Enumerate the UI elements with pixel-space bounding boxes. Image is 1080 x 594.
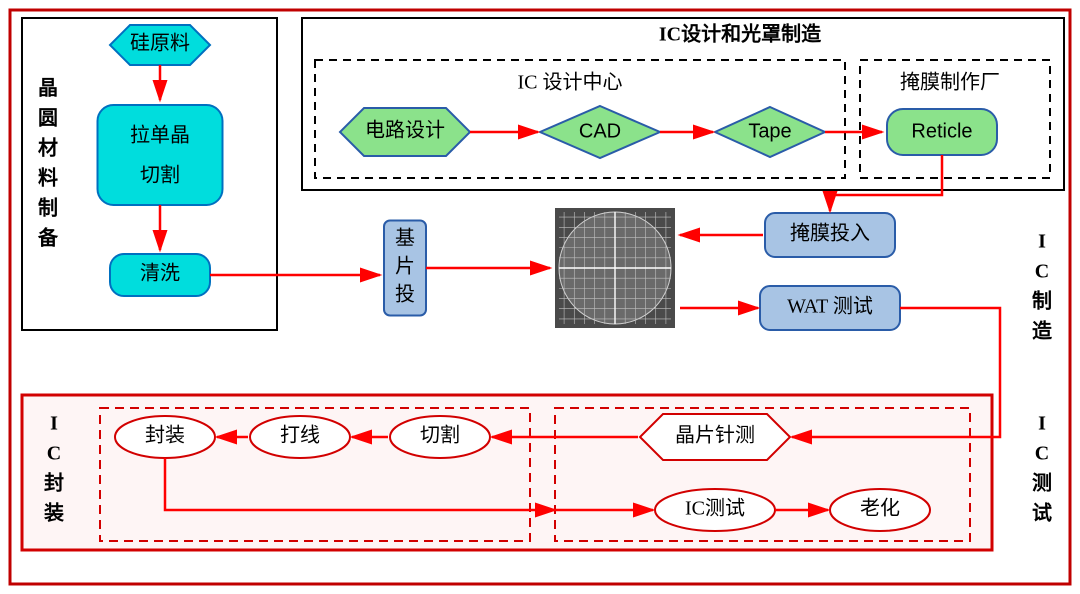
svg-text:装: 装 [43, 501, 64, 525]
svg-text:IC测试: IC测试 [685, 497, 745, 520]
svg-text:片: 片 [395, 255, 415, 278]
svg-text:晶: 晶 [38, 77, 58, 100]
svg-text:封装: 封装 [145, 424, 185, 447]
svg-text:造: 造 [1032, 319, 1053, 343]
svg-text:硅原料: 硅原料 [130, 32, 190, 55]
svg-text:材: 材 [38, 137, 58, 160]
svg-text:拉单晶: 拉单晶 [130, 124, 190, 147]
svg-text:制: 制 [38, 197, 58, 220]
flowchart-svg: IC设计和光罩制造IC 设计中心掩膜制作厂晶圆材料制备IC制造IC封装IC测试硅… [0, 0, 1080, 594]
svg-text:Reticle: Reticle [911, 120, 972, 142]
svg-text:掩膜投入: 掩膜投入 [790, 222, 870, 245]
svg-text:圆: 圆 [38, 107, 58, 130]
svg-text:清洗: 清洗 [140, 262, 180, 285]
svg-text:料: 料 [38, 167, 58, 190]
svg-text:Tape: Tape [748, 120, 791, 142]
svg-text:CAD: CAD [579, 120, 621, 142]
svg-text:投: 投 [395, 283, 415, 306]
svg-text:备: 备 [37, 226, 59, 250]
svg-text:测: 测 [1032, 472, 1052, 495]
svg-text:C: C [1035, 443, 1049, 465]
svg-text:试: 试 [1032, 502, 1052, 525]
svg-text:C: C [1035, 261, 1049, 283]
svg-text:封: 封 [44, 471, 64, 495]
svg-text:打线: 打线 [280, 424, 320, 447]
svg-text:WAT 测试: WAT 测试 [787, 295, 873, 318]
svg-text:I: I [1038, 413, 1046, 435]
svg-text:基: 基 [395, 227, 415, 250]
svg-text:I: I [1038, 231, 1046, 253]
svg-text:晶片针测: 晶片针测 [675, 424, 755, 447]
svg-text:IC 设计中心: IC 设计中心 [518, 71, 623, 94]
svg-text:电路设计: 电路设计 [365, 119, 445, 142]
svg-text:IC设计和光罩制造: IC设计和光罩制造 [659, 22, 822, 46]
svg-text:切割: 切割 [420, 424, 460, 447]
svg-text:掩膜制作厂: 掩膜制作厂 [900, 71, 1000, 94]
svg-text:I: I [50, 413, 58, 435]
svg-text:制: 制 [1032, 290, 1052, 313]
svg-text:切割: 切割 [140, 164, 180, 187]
svg-text:C: C [47, 443, 61, 465]
svg-text:老化: 老化 [860, 497, 900, 520]
